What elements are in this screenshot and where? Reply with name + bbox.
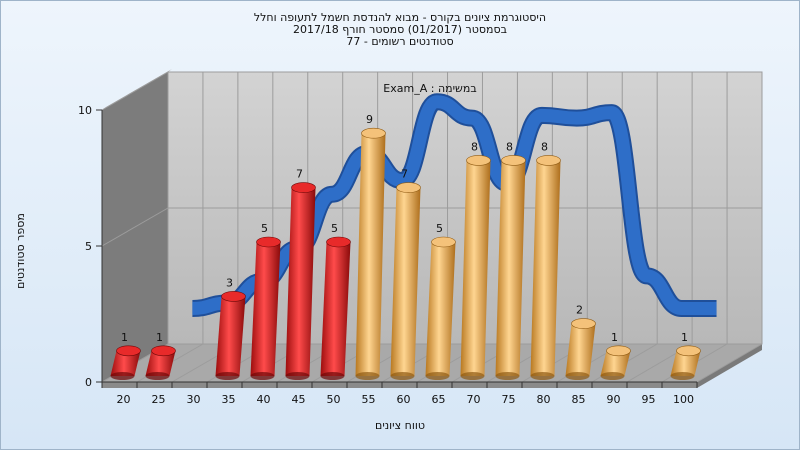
x-tick-label: 70 bbox=[467, 393, 481, 406]
bar-body bbox=[355, 133, 386, 376]
bar-value-label: 7 bbox=[401, 168, 408, 181]
x-tick-label: 75 bbox=[502, 393, 516, 406]
bar-base bbox=[110, 372, 135, 380]
bar-base bbox=[530, 372, 555, 380]
bar-body bbox=[110, 350, 141, 376]
bar-value-label: 1 bbox=[121, 331, 128, 344]
x-tick-label: 90 bbox=[607, 393, 621, 406]
bar-cap bbox=[676, 345, 701, 357]
bar-body bbox=[285, 187, 316, 376]
x-tick-label: 100 bbox=[673, 393, 694, 406]
bar-value-label: 1 bbox=[681, 331, 688, 344]
bar-value-label: 3 bbox=[226, 276, 233, 289]
bar-cap bbox=[221, 291, 246, 302]
x-tick-label: 20 bbox=[117, 393, 131, 406]
bar-body bbox=[145, 350, 176, 376]
y-axis-label: מספר סטודנטים bbox=[14, 213, 27, 289]
bar-cap bbox=[361, 127, 386, 139]
bar-cap bbox=[536, 155, 561, 166]
chart-title: היסטוגרמת ציונים בקורס - מבוא להנדסת חשמ… bbox=[0, 12, 800, 48]
bar-base bbox=[390, 372, 415, 380]
x-tick-label: 25 bbox=[152, 393, 166, 406]
bar-base bbox=[425, 372, 450, 380]
x-tick-label: 30 bbox=[187, 393, 201, 406]
chart-subtitle: Exam_A : במשימה bbox=[383, 82, 476, 95]
floor-front-edge bbox=[102, 382, 697, 388]
bar-base bbox=[600, 372, 625, 380]
bar-value-label: 2 bbox=[576, 304, 583, 317]
x-axis-label: טווח ציונים bbox=[375, 419, 425, 432]
bar-base bbox=[460, 372, 485, 380]
bar-cap bbox=[326, 236, 351, 248]
bar-value-label: 5 bbox=[436, 222, 443, 235]
bar-base bbox=[285, 372, 310, 380]
bar-cap bbox=[256, 236, 281, 248]
bar-base bbox=[215, 372, 240, 380]
title-line-2: בסמסטר (01/2017) סמסטר חורף 2017/18 bbox=[293, 23, 507, 36]
bar-cap bbox=[116, 345, 141, 357]
floor-side-edge bbox=[697, 344, 762, 388]
bar-cap bbox=[571, 318, 596, 329]
x-tick-label: 85 bbox=[572, 393, 586, 406]
grid-line-side bbox=[101, 71, 169, 111]
x-tick-label: 35 bbox=[222, 393, 236, 406]
bar-cap bbox=[501, 155, 526, 166]
bar-value-label: 1 bbox=[611, 331, 618, 344]
title-line-1: היסטוגרמת ציונים בקורס - מבוא להנדסת חשמ… bbox=[253, 11, 547, 24]
bar-body bbox=[390, 187, 421, 376]
bar-value-label: 5 bbox=[331, 222, 338, 235]
bar-base bbox=[320, 372, 345, 380]
bar-base bbox=[250, 372, 275, 380]
bar-cap bbox=[151, 345, 176, 357]
bar-value-label: 8 bbox=[506, 140, 513, 153]
bar-base bbox=[145, 372, 170, 380]
title-line-3: סטודנטים רשומים - 77 bbox=[346, 35, 454, 48]
bar-body bbox=[495, 160, 526, 376]
x-tick-label: 60 bbox=[397, 393, 411, 406]
x-tick-label: 45 bbox=[292, 393, 306, 406]
bar-body bbox=[460, 160, 491, 376]
bar-value-label: 1 bbox=[156, 331, 163, 344]
bar-value-label: 8 bbox=[541, 140, 548, 153]
bar-value-label: 8 bbox=[471, 140, 478, 153]
bar-base bbox=[495, 372, 520, 380]
bar-base bbox=[355, 372, 380, 380]
x-tick-label: 95 bbox=[642, 393, 656, 406]
bar-body bbox=[565, 323, 596, 376]
x-tick-label: 55 bbox=[362, 393, 376, 406]
bar-cap bbox=[431, 236, 456, 248]
x-tick-label: 80 bbox=[537, 393, 551, 406]
bar-body bbox=[320, 242, 351, 376]
bar-body bbox=[250, 242, 281, 376]
bar-cap bbox=[466, 155, 491, 166]
bar-value-label: 9 bbox=[366, 113, 373, 126]
bar-body bbox=[215, 296, 246, 376]
bar-value-label: 7 bbox=[296, 168, 303, 181]
x-tick-label: 50 bbox=[327, 393, 341, 406]
bar-value-label: 5 bbox=[261, 222, 268, 235]
bar-cap bbox=[396, 182, 421, 193]
bar-body bbox=[530, 160, 561, 376]
bar-base bbox=[565, 372, 590, 380]
y-tick-label: 5 bbox=[85, 240, 92, 253]
x-tick-label: 65 bbox=[432, 393, 446, 406]
bar-base bbox=[670, 372, 695, 380]
bar-cap bbox=[606, 345, 631, 357]
y-tick-label: 10 bbox=[78, 104, 92, 117]
bar-body bbox=[600, 350, 631, 376]
bar-cap bbox=[291, 182, 316, 193]
floor-grid-line bbox=[696, 343, 763, 383]
bar-body bbox=[670, 350, 701, 376]
grid-line-side bbox=[101, 207, 169, 247]
x-tick-label: 40 bbox=[257, 393, 271, 406]
bar-body bbox=[425, 242, 456, 376]
y-tick-label: 0 bbox=[85, 376, 92, 389]
